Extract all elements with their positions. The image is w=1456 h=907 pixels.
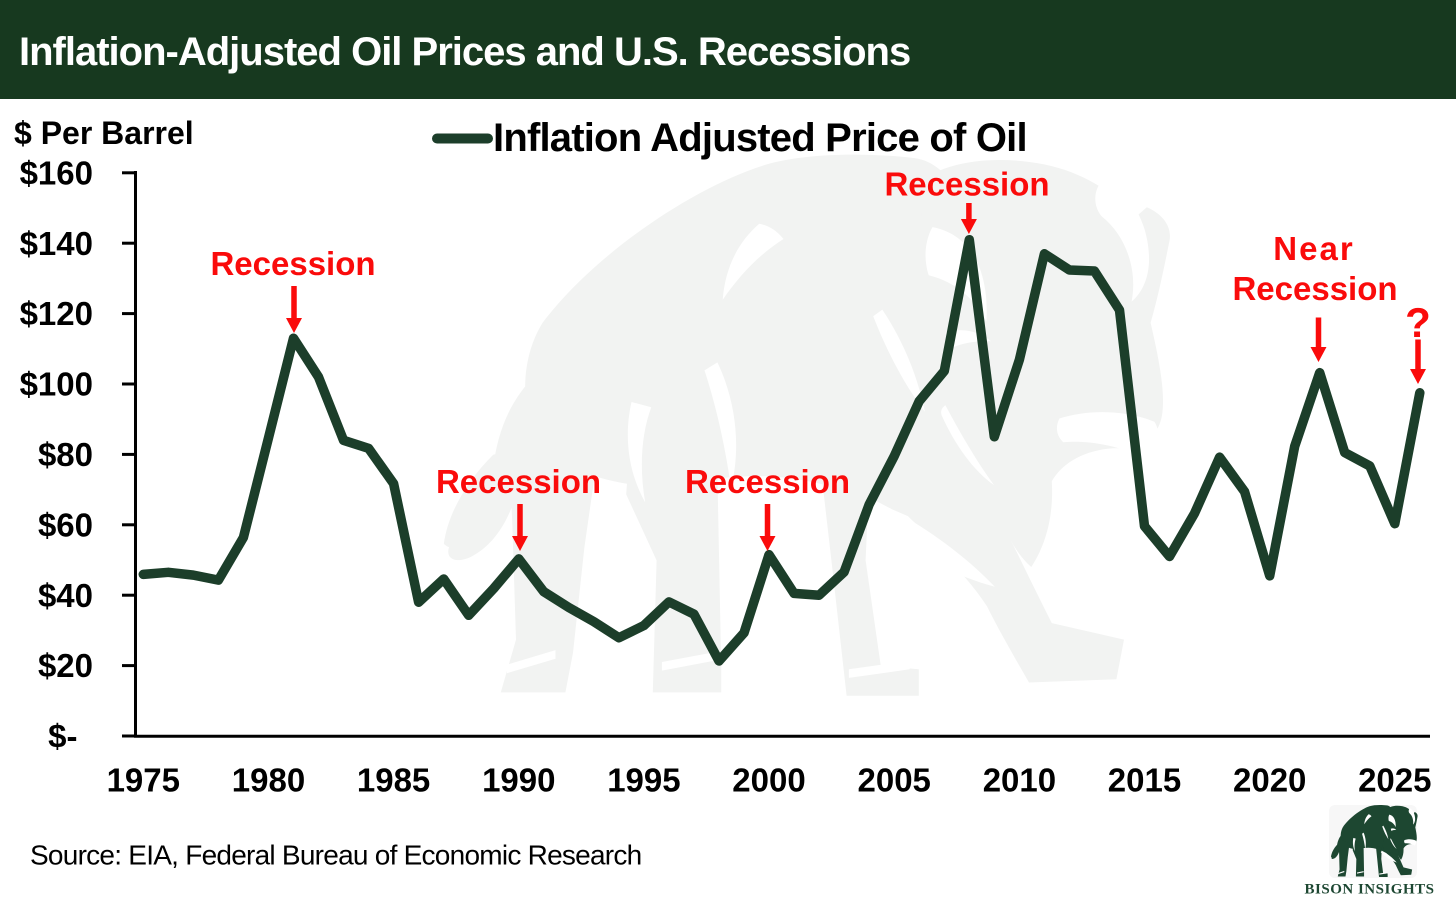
svg-text:2010: 2010: [983, 762, 1056, 799]
svg-text:$40: $40: [38, 577, 93, 614]
svg-text:$120: $120: [20, 295, 93, 332]
svg-text:$100: $100: [20, 366, 93, 403]
svg-text:$160: $160: [20, 154, 93, 191]
svg-text:2000: 2000: [732, 762, 805, 799]
svg-text:2020: 2020: [1233, 762, 1306, 799]
svg-text:$80: $80: [38, 436, 93, 473]
svg-text:$140: $140: [20, 225, 93, 262]
svg-text:$20: $20: [38, 647, 93, 684]
svg-text:1975: 1975: [107, 762, 180, 799]
svg-text:Recession: Recession: [210, 245, 375, 282]
svg-text:2015: 2015: [1108, 762, 1181, 799]
svg-text:2025: 2025: [1358, 762, 1431, 799]
svg-text:1980: 1980: [232, 762, 305, 799]
svg-text:BISON INSIGHTS: BISON INSIGHTS: [1305, 882, 1435, 898]
svg-text:$60: $60: [38, 506, 93, 543]
svg-text:Inflation Adjusted Price of Oi: Inflation Adjusted Price of Oil: [493, 116, 1027, 160]
svg-text:Recession: Recession: [1232, 270, 1397, 307]
svg-text:Inflation-Adjusted Oil Prices: Inflation-Adjusted Oil Prices and U.S. R…: [19, 30, 910, 74]
svg-text:$ Per Barrel: $ Per Barrel: [14, 115, 194, 151]
svg-text:Recession: Recession: [436, 463, 601, 500]
svg-text:?: ?: [1405, 299, 1431, 346]
svg-text:2005: 2005: [857, 762, 930, 799]
svg-text:Source: EIA, Federal Bureau of: Source: EIA, Federal Bureau of Economic …: [30, 840, 641, 871]
svg-text:Near: Near: [1273, 230, 1354, 267]
svg-text:Recession: Recession: [685, 463, 850, 500]
svg-text:$-: $-: [48, 718, 77, 755]
svg-text:Recession: Recession: [884, 166, 1049, 203]
svg-text:1985: 1985: [357, 762, 430, 799]
svg-text:1995: 1995: [607, 762, 680, 799]
svg-text:1990: 1990: [482, 762, 555, 799]
